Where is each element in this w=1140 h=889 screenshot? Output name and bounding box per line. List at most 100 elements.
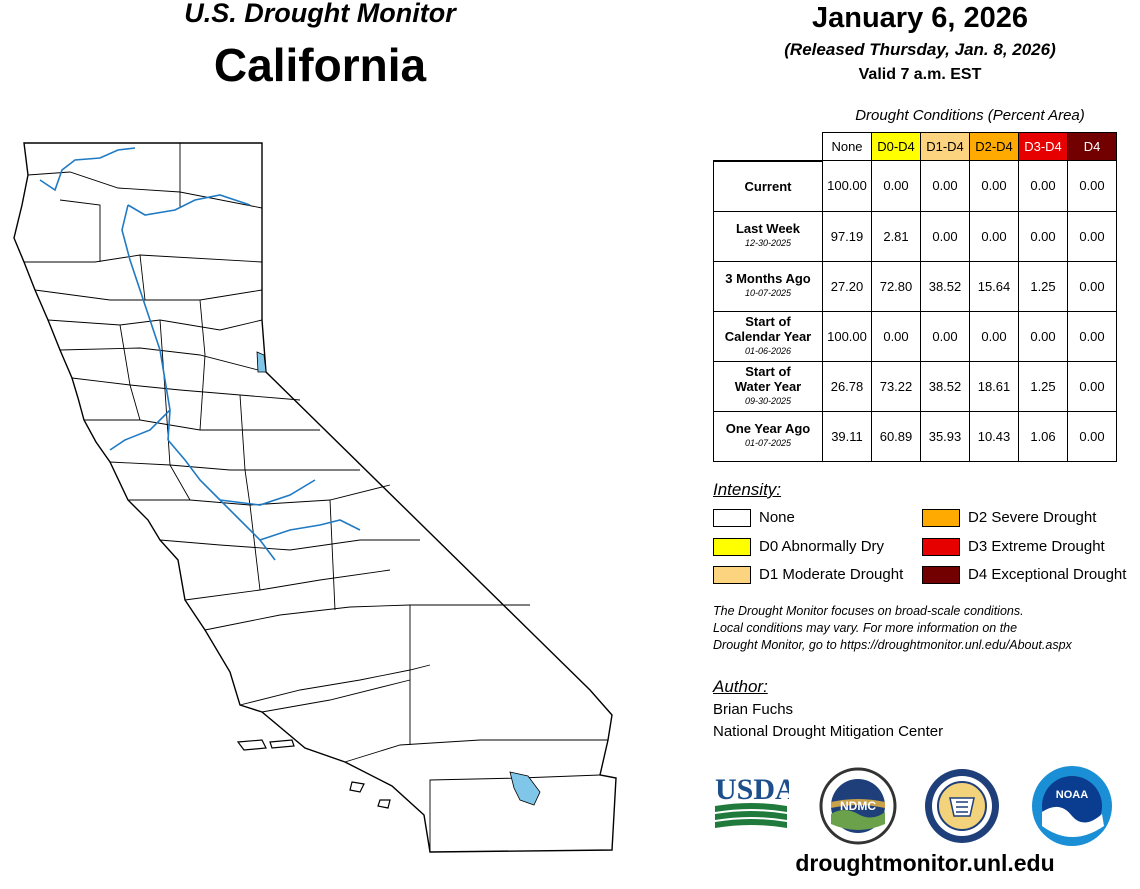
release-date: (Released Thursday, Jan. 8, 2026)	[784, 40, 1056, 59]
disclaimer-line: Local conditions may vary. For more info…	[713, 621, 1018, 635]
ndmc-logo: NDMC	[819, 767, 897, 845]
county-lines	[24, 143, 608, 852]
row-date: 10-07-2025	[744, 288, 792, 298]
salton-sea	[509, 771, 541, 806]
row-date: 09-30-2025	[744, 395, 792, 406]
legend-label-d2: D2 Severe Drought	[968, 509, 1097, 526]
doc-seal-logo	[925, 769, 999, 843]
table-cell: 0.00	[969, 160, 1019, 212]
table-cell: 2.81	[871, 210, 921, 262]
table-cell: 72.80	[871, 260, 921, 312]
lakes	[256, 351, 541, 806]
table-cell: 0.00	[871, 310, 921, 362]
table-cell: 1.06	[1018, 410, 1068, 462]
legend-swatch-d2	[922, 509, 960, 527]
row-label: Start of Calendar Year 01-06-2026	[713, 310, 823, 362]
drought-conditions-table: None D0-D4 D1-D4 D2-D4 D3-D4 D4 Current …	[713, 132, 1117, 462]
table-cell: 0.00	[1067, 310, 1117, 362]
disclaimer-line: The Drought Monitor focuses on broad-sca…	[713, 604, 1024, 618]
table-cell: 60.89	[871, 410, 921, 462]
table-cell: 0.00	[920, 160, 970, 212]
table-cell: 0.00	[969, 310, 1019, 362]
table-corner	[713, 132, 823, 162]
legend-label-d4: D4 Exceptional Drought	[968, 566, 1127, 583]
table-row: Last Week 12-30-2025 97.19 2.81 0.00 0.00…	[713, 210, 1117, 262]
lake-tahoe	[256, 351, 267, 373]
row-label-text: Current	[744, 178, 792, 194]
table-cell: 35.93	[920, 410, 970, 462]
row-date: 12-30-2025	[744, 238, 792, 248]
table-header-row: None D0-D4 D1-D4 D2-D4 D3-D4 D4	[713, 132, 1117, 162]
noaa-logo-text: NOAA	[1056, 789, 1088, 801]
column-header-d2-d4: D2-D4	[969, 132, 1019, 161]
legend-label-none: None	[759, 509, 795, 526]
table-cell: 0.00	[1018, 310, 1068, 362]
table-title: Drought Conditions (Percent Area)	[855, 107, 1085, 124]
legend-label-d1: D1 Moderate Drought	[759, 566, 904, 583]
table-cell: 0.00	[871, 160, 921, 212]
valid-time: Valid 7 a.m. EST	[858, 66, 982, 83]
legend-label-d0: D0 Abnormally Dry	[759, 538, 885, 555]
map-date: January 6, 2026	[811, 2, 1029, 34]
table-cell: 0.00	[1067, 410, 1117, 462]
ndmc-logo-text: NDMC	[840, 799, 876, 813]
table-cell: 38.52	[920, 360, 970, 412]
row-label: Current	[713, 160, 823, 212]
row-label-text: Last Week	[735, 221, 801, 236]
row-label: Last Week 12-30-2025	[713, 210, 823, 262]
column-header-none: None	[822, 132, 872, 161]
author-name: Brian Fuchs	[713, 701, 794, 718]
table-cell: 0.00	[969, 210, 1019, 262]
table-cell: 39.11	[822, 410, 872, 462]
table-cell: 15.64	[969, 260, 1019, 312]
table-row: 3 Months Ago 10-07-2025 27.20 72.80 38.52…	[713, 260, 1117, 312]
column-header-d3-d4: D3-D4	[1018, 132, 1068, 161]
row-label-text: Start of Calendar Year	[724, 313, 812, 344]
row-date: 01-06-2026	[744, 345, 792, 356]
row-label-text: Start of Water Year	[734, 363, 802, 394]
author-heading: Author:	[713, 677, 768, 696]
legend-swatch-d4	[922, 566, 960, 584]
author-organization: National Drought Mitigation Center	[713, 723, 944, 740]
row-label-text: One Year Ago	[725, 421, 811, 436]
state-title: California	[213, 39, 427, 91]
table-cell: 26.78	[822, 360, 872, 412]
table-cell: 27.20	[822, 260, 872, 312]
table-cell: 18.61	[969, 360, 1019, 412]
legend-label-d3: D3 Extreme Drought	[968, 538, 1105, 555]
table-row: Start of Water Year 09-30-2025 26.78 73.2…	[713, 360, 1117, 412]
column-header-d1-d4: D1-D4	[920, 132, 970, 161]
disclaimer: The Drought Monitor focuses on broad-sca…	[713, 603, 1138, 654]
table-cell: 0.00	[1067, 160, 1117, 212]
row-label-text: 3 Months Ago	[725, 271, 811, 286]
usda-logo: USDA	[715, 773, 789, 828]
usda-logo-text: USDA	[715, 773, 789, 806]
legend-swatch-d3	[922, 538, 960, 556]
table-cell: 0.00	[1067, 360, 1117, 412]
channel-islands	[236, 739, 391, 809]
disclaimer-line: Drought Monitor, go to https://droughtmo…	[713, 638, 1072, 652]
column-header-d4: D4	[1067, 132, 1117, 161]
legend-swatch-d1	[713, 566, 751, 584]
table-cell: 1.25	[1018, 360, 1068, 412]
california-map	[13, 142, 617, 853]
table-cell: 38.52	[920, 260, 970, 312]
row-label: 3 Months Ago 10-07-2025	[713, 260, 823, 312]
table-cell: 0.00	[1067, 260, 1117, 312]
table-cell: 0.00	[920, 210, 970, 262]
table-row: One Year Ago 01-07-2025 39.11 60.89 35.93…	[713, 410, 1117, 462]
rivers	[39, 147, 361, 561]
table-cell: 97.19	[822, 210, 872, 262]
table-cell: 0.00	[1018, 210, 1068, 262]
table-cell: 1.25	[1018, 260, 1068, 312]
website-url[interactable]: droughtmonitor.unl.edu	[795, 850, 1055, 876]
table-row: Current 100.00 0.00 0.00 0.00 0.00 0.00	[713, 160, 1117, 212]
legend-title: Intensity:	[713, 480, 782, 499]
row-label: Start of Water Year 09-30-2025	[713, 360, 823, 412]
row-date: 01-07-2025	[744, 438, 792, 448]
table-cell: 10.43	[969, 410, 1019, 462]
table-cell: 73.22	[871, 360, 921, 412]
table-cell: 0.00	[920, 310, 970, 362]
legend-swatch-d0	[713, 538, 751, 556]
row-label: One Year Ago 01-07-2025	[713, 410, 823, 462]
